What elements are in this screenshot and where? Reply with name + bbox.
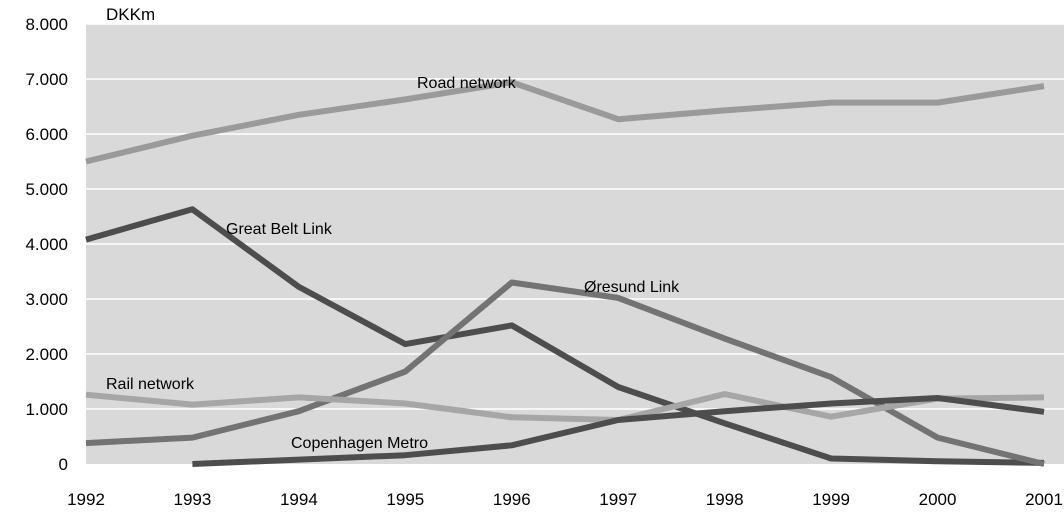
- series-line-0: [85, 79, 1045, 165]
- gridlines: [86, 23, 1064, 410]
- x-tick-label: 2000: [919, 490, 957, 509]
- series-line-1: [85, 206, 1045, 466]
- y-tick-label: 6.000: [25, 125, 68, 144]
- y-tick-label: 4.000: [25, 235, 68, 254]
- series-lines: [85, 79, 1045, 467]
- series-label-4: Copenhagen Metro: [291, 435, 428, 452]
- x-tick-label: 1999: [812, 490, 850, 509]
- x-tick-label: 2001: [1025, 490, 1063, 509]
- y-tick-label: 3.000: [25, 290, 68, 309]
- series-line-4: [192, 395, 1045, 467]
- y-tick-label: 0: [59, 455, 68, 474]
- y-tick-label: 1.000: [25, 400, 68, 419]
- y-axis-ticks: 0 1.000 2.000 3.000 4.000 5.000 6.000 7.000 8.00…: [25, 15, 68, 474]
- x-axis-ticks: 1992 1993 1994 1995 1996 1997 1998 1999 2000 2001: [67, 490, 1063, 509]
- x-tick-label: 1998: [706, 490, 744, 509]
- series-label-2: Øresund Link: [584, 279, 680, 296]
- x-tick-label: 1992: [67, 490, 105, 509]
- series-label-3: Rail network: [106, 376, 195, 393]
- y-tick-label: 5.000: [25, 180, 68, 199]
- x-tick-label: 1995: [386, 490, 424, 509]
- y-tick-label: 8.000: [25, 15, 68, 34]
- series-labels: Road network Great Belt Link Øresund Link R…: [106, 75, 680, 452]
- x-tick-label: 1994: [280, 490, 318, 509]
- y-tick-label: 2.000: [25, 345, 68, 364]
- x-tick-label: 1997: [599, 490, 637, 509]
- series-line-3: [85, 391, 1045, 423]
- series-label-1: Great Belt Link: [226, 221, 333, 238]
- x-tick-label: 1993: [174, 490, 212, 509]
- x-tick-label: 1996: [493, 490, 531, 509]
- y-tick-label: 7.000: [25, 70, 68, 89]
- y-axis-label: DKKm: [106, 5, 155, 24]
- series-label-0: Road network: [417, 75, 517, 92]
